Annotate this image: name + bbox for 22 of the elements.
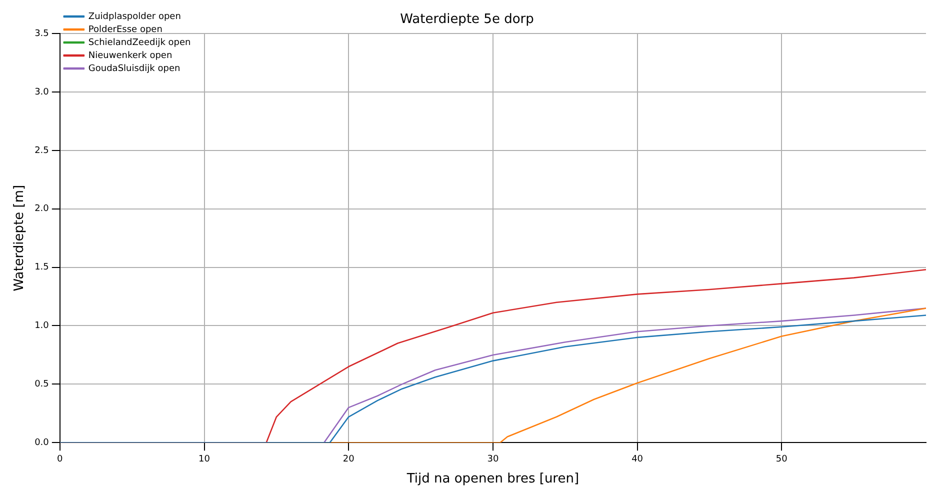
legend-label: Nieuwenkerk open — [88, 50, 172, 61]
legend-label: GoudaSluisdijk open — [88, 64, 180, 74]
y-tick-label: 1.0 — [34, 321, 50, 332]
x-tick-label: 20 — [342, 454, 355, 464]
x-axis-title: Tijd na openen bres [uren] — [406, 472, 580, 487]
x-tick-label: 0 — [57, 454, 64, 464]
legend-label: Zuidplaspolder open — [88, 12, 181, 22]
y-tick-label: 0.0 — [34, 438, 50, 448]
chart-title: Waterdiepte 5e dorp — [400, 12, 534, 28]
y-tick-label: 0.5 — [34, 380, 49, 390]
x-tick-label: 30 — [487, 454, 499, 464]
y-tick-label: 2.5 — [34, 146, 49, 156]
legend-label: SchielandZeedijk open — [88, 38, 191, 48]
x-tick-label: 10 — [198, 454, 210, 464]
y-tick-label: 1.5 — [34, 262, 49, 273]
y-axis-title: Waterdiepte [m] — [12, 184, 28, 292]
y-tick-label: 3.0 — [34, 87, 50, 98]
x-tick-label: 50 — [776, 454, 788, 464]
y-tick-label: 3.5 — [34, 28, 49, 39]
legend-label: PolderEsse open — [88, 24, 162, 35]
x-tick-label: 40 — [632, 454, 644, 464]
y-tick-label: 2.0 — [34, 204, 50, 214]
